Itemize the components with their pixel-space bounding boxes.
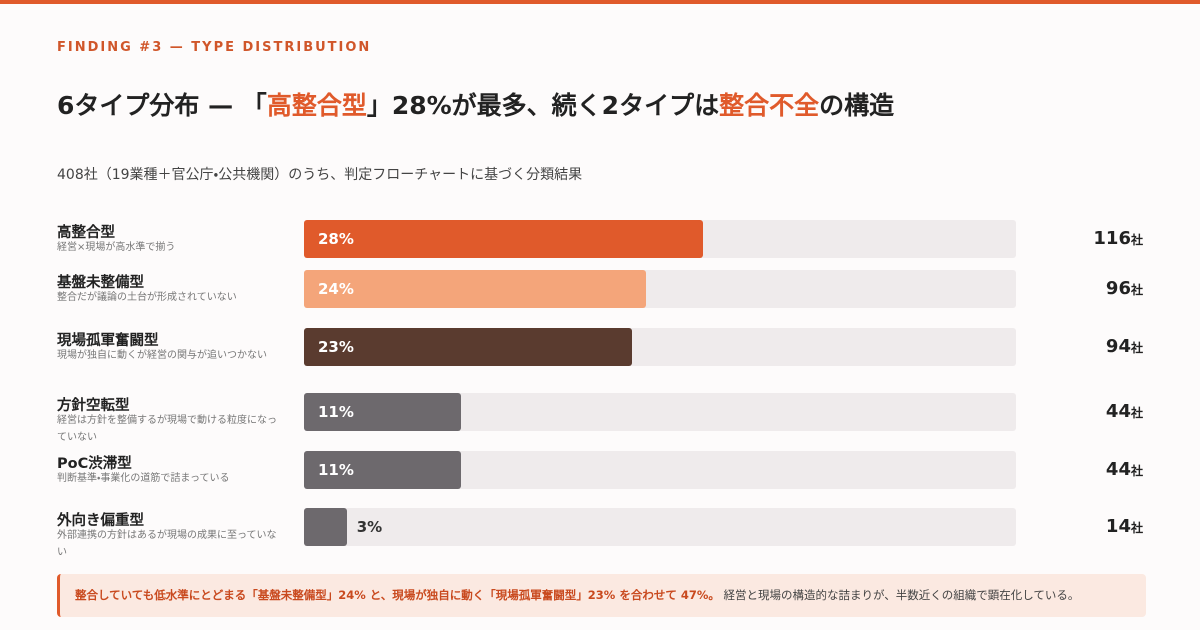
category-description: 経営は方針を整備するが現場で動ける粒度になっていない	[57, 415, 277, 443]
bar	[304, 508, 347, 546]
count-value: 14	[1105, 516, 1131, 537]
title-part: 」28%が最多、続く2タイプは	[366, 91, 720, 120]
count-label: 14社	[1106, 508, 1143, 547]
value-label: 28%	[318, 230, 354, 248]
count-label: 44社	[1106, 451, 1143, 490]
count-label: 96社	[1106, 270, 1143, 309]
category-label: 現場孤軍奮闘型	[57, 333, 159, 349]
count-label: 44社	[1106, 393, 1143, 432]
category-label: 方針空転型	[57, 398, 130, 414]
category-description: 外部連携の方針はあるが現場の成果に至っていない	[57, 530, 277, 558]
bar	[304, 328, 632, 366]
category-description: 経営×現場が高水準で揃う	[57, 242, 176, 253]
bar	[304, 270, 646, 308]
count-unit: 社	[1130, 283, 1143, 297]
count-unit: 社	[1130, 521, 1143, 535]
count-label: 116社	[1093, 220, 1143, 259]
bar-track	[304, 508, 1016, 546]
category-description: 判断基準・事業化の道筋で詰まっている	[57, 473, 230, 484]
category-description: 現場が独自に動くが経営の関与が追いつかない	[57, 350, 267, 361]
count-unit: 社	[1130, 464, 1143, 478]
title-part: 整合不全	[719, 91, 820, 120]
category-label: 高整合型	[57, 225, 115, 241]
note: 整合していても低水準にとどまる「基盤未整備型」24% と、現場が独自に動く「現場…	[57, 574, 1146, 617]
title-part: 高整合型	[266, 91, 367, 120]
category-label: PoC渋滞型	[57, 456, 132, 472]
count-value: 116	[1093, 228, 1131, 249]
value-label: 3%	[356, 518, 383, 536]
count-value: 44	[1105, 459, 1131, 480]
bar	[304, 220, 703, 258]
category-label: 基盤未整備型	[57, 275, 144, 291]
top-accent	[0, 0, 1200, 4]
count-unit: 社	[1130, 406, 1143, 420]
count-unit: 社	[1130, 233, 1143, 247]
title-part: の構造	[819, 91, 895, 120]
bar	[304, 393, 461, 431]
eyebrow: FINDING #3 — TYPE DISTRIBUTION	[57, 40, 372, 55]
title-part: 6タイプ分布 — 「	[57, 91, 267, 120]
chart-title: 6タイプ分布 — 「高整合型」28%が最多、続く2タイプは整合不全の構造	[57, 86, 894, 122]
value-label: 11%	[318, 403, 354, 421]
note-text: 経営と現場の構造的な詰まりが、半数近くの組織で顕在化している。	[723, 588, 1080, 602]
value-label: 23%	[318, 338, 354, 356]
category-description: 整合だが議論の土台が形成されていない	[57, 292, 237, 303]
count-unit: 社	[1130, 341, 1143, 355]
value-label: 11%	[318, 461, 354, 479]
count-value: 96	[1105, 278, 1131, 299]
count-label: 94社	[1106, 328, 1143, 367]
bar	[304, 451, 461, 489]
category-label: 外向き偏重型	[57, 513, 144, 529]
count-value: 94	[1105, 336, 1131, 357]
subtitle: 408社（19業種＋官公庁・公共機関）のうち、判定フローチャートに基づく分類結果	[57, 167, 583, 183]
note-bold: 整合していても低水準にとどまる「基盤未整備型」24% と、現場が独自に動く「現場…	[75, 588, 720, 602]
value-label: 24%	[318, 280, 354, 298]
count-value: 44	[1105, 401, 1131, 422]
